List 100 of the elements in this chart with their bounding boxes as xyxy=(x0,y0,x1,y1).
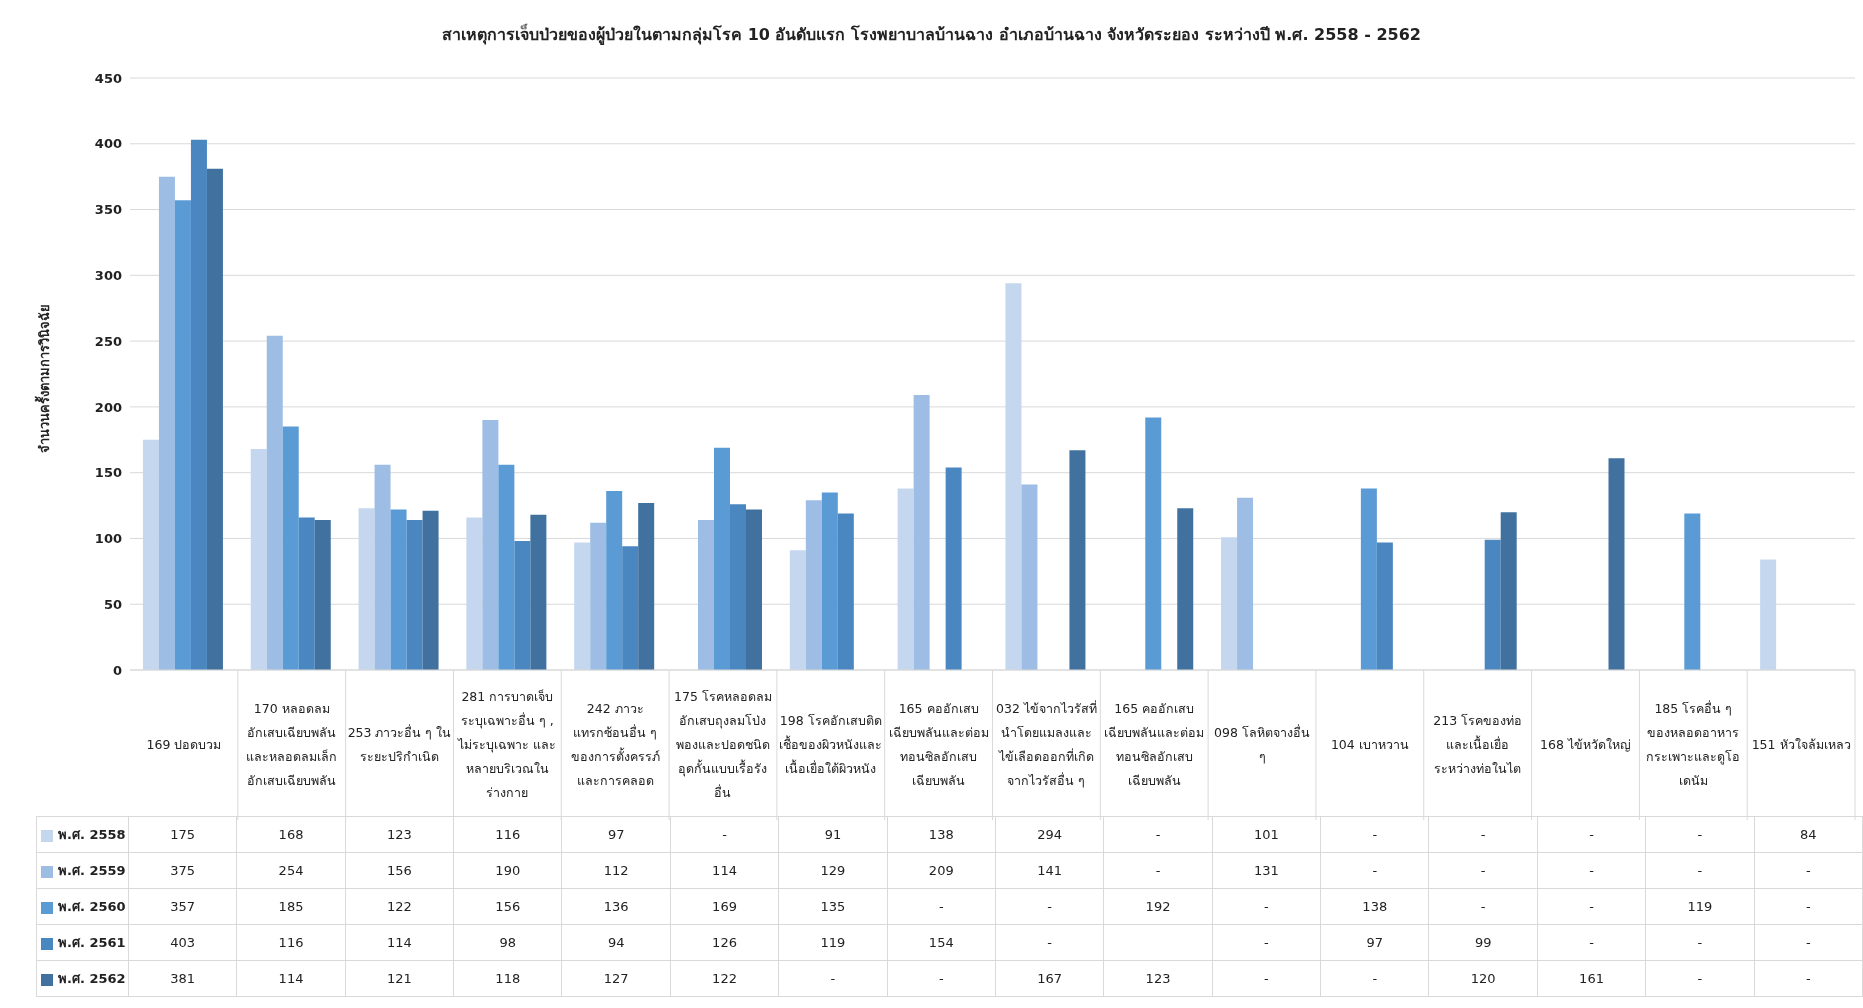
bar xyxy=(1684,513,1701,670)
data-label: 141 xyxy=(995,852,1104,889)
data-label: 119 xyxy=(1645,888,1755,925)
text: - xyxy=(1155,863,1161,878)
x-tick-label: 104 เบาหวาน xyxy=(1330,736,1409,754)
data-label: 114 xyxy=(345,924,454,961)
data-label: 121 xyxy=(345,960,454,997)
data-label: 84 xyxy=(1754,816,1863,853)
legend-label: พ.ศ. 2561 xyxy=(58,935,126,950)
data-label: 119 xyxy=(778,924,888,961)
text: - xyxy=(1805,971,1811,986)
data-label: 185 xyxy=(236,888,346,925)
bar xyxy=(406,520,423,670)
data-label: 114 xyxy=(670,852,779,889)
bar xyxy=(1221,537,1238,670)
data-label: 156 xyxy=(345,852,454,889)
text: - xyxy=(1805,863,1811,878)
text: - xyxy=(722,827,727,842)
bar xyxy=(466,517,483,670)
data-label: 116 xyxy=(236,924,346,961)
y-tick-label: 150 xyxy=(94,465,122,481)
data-label: 190 xyxy=(453,852,562,889)
y-tick-label: 450 xyxy=(94,70,122,86)
text: - xyxy=(1589,827,1594,842)
bar xyxy=(897,488,914,670)
text: - xyxy=(1372,827,1378,842)
text: - xyxy=(1697,971,1703,986)
bar xyxy=(282,426,299,670)
x-tick-label: 098 โลหิตจางอื่น ๆ xyxy=(1213,723,1311,766)
data-label: 131 xyxy=(1212,852,1321,889)
y-tick-label: 250 xyxy=(94,333,122,349)
data-label: 135 xyxy=(778,888,888,925)
text: - xyxy=(1047,935,1052,950)
bar xyxy=(730,504,746,670)
data-label: 136 xyxy=(561,888,671,925)
data-label: 101 xyxy=(1212,816,1321,853)
bar xyxy=(390,509,407,670)
data-label: 357 xyxy=(128,888,237,925)
bar xyxy=(1500,512,1517,670)
x-tick-label: 032 ไข้จากไวรัสที่นำโดยแมลงและไข้เลือดออกที่เกิดจากไวรัสอื่น ๆ xyxy=(995,699,1098,790)
legend-label: พ.ศ. 2560 xyxy=(58,899,126,914)
bar xyxy=(714,447,730,670)
text: - xyxy=(1155,827,1161,842)
y-tick-label: 50 xyxy=(103,596,122,612)
text: - xyxy=(938,971,944,986)
data-label: 123 xyxy=(345,816,454,853)
data-label: 97 xyxy=(1320,924,1429,961)
bar xyxy=(530,514,547,670)
text: - xyxy=(1480,863,1486,878)
text: - xyxy=(1697,827,1703,842)
data-label: 91 xyxy=(778,816,888,853)
data-label: 138 xyxy=(1320,888,1429,925)
data-label: 127 xyxy=(561,960,671,997)
bar xyxy=(590,522,607,670)
x-tick-label: 151 หัวใจล้มเหลว xyxy=(1751,736,1851,754)
bar xyxy=(266,335,283,670)
bar xyxy=(1608,458,1625,670)
bar xyxy=(1177,508,1194,670)
text: - xyxy=(1480,827,1486,842)
bar xyxy=(206,168,223,670)
data-label: 154 xyxy=(887,924,996,961)
y-tick-label: 200 xyxy=(94,399,122,415)
text: - xyxy=(1372,863,1378,878)
x-tick-label: 165 คออักเสบเฉียบพลันและต่อมทอนซิลอักเสบเฉียบพลัน xyxy=(1103,700,1206,790)
text: - xyxy=(1697,935,1703,950)
data-label: 294 xyxy=(995,816,1104,853)
text: - xyxy=(938,899,944,914)
y-axis-title: จำนวนครั้งตามการวินิจฉัย xyxy=(33,303,53,453)
chart-title: สาเหตุการเจ็บป่วยของผู้ป่วยในตามกลุ่มโรค 10 อันดับแรก โรงพยาบาลบ้านฉาง อำเภอบ้านฉาง จังหวัดระยอง ระหว่างปี พ.ศ. 2558 - 2562 xyxy=(441,22,1422,47)
text: - xyxy=(830,971,836,986)
bar xyxy=(1145,417,1162,670)
text: - xyxy=(1047,899,1052,914)
text: - xyxy=(1589,935,1594,950)
data-label: 169 xyxy=(670,888,779,925)
x-tick-label: 169 ปอดบวม xyxy=(146,736,222,754)
bar xyxy=(1237,497,1254,670)
data-label: 138 xyxy=(887,816,996,853)
x-tick-label: 165 คออักเสบเฉียบพลันและต่อมทอนซิลอักเสบเฉียบพลัน xyxy=(887,700,990,790)
bar xyxy=(1360,488,1377,670)
data-label: 126 xyxy=(670,924,779,961)
x-tick-label: 175 โรคหลอดลมอักเสบถุงลมโป่งพองและปอดชนิดอุดกั้นแบบเรื้อรังอื่น xyxy=(673,688,773,802)
data-label: 156 xyxy=(453,888,562,925)
data-label: 116 xyxy=(453,816,562,853)
bar xyxy=(837,513,854,670)
data-label: 254 xyxy=(236,852,346,889)
bar xyxy=(1484,539,1501,670)
bar xyxy=(789,550,806,670)
bar xyxy=(250,448,267,670)
data-label: 168 xyxy=(236,816,346,853)
y-tick-label: 400 xyxy=(94,136,122,152)
bar xyxy=(158,176,175,670)
text: - xyxy=(1589,899,1594,914)
x-tick-label: 242 ภาวะแทรกซ้อนอื่น ๆของการตั้งครรภ์ และการคลอด xyxy=(569,700,661,790)
bar xyxy=(746,509,762,670)
data-label: 375 xyxy=(128,852,237,889)
data-label: 122 xyxy=(670,960,779,997)
text: - xyxy=(1480,899,1486,914)
bar xyxy=(1376,542,1393,670)
data-label: 122 xyxy=(345,888,454,925)
bar xyxy=(622,546,639,670)
